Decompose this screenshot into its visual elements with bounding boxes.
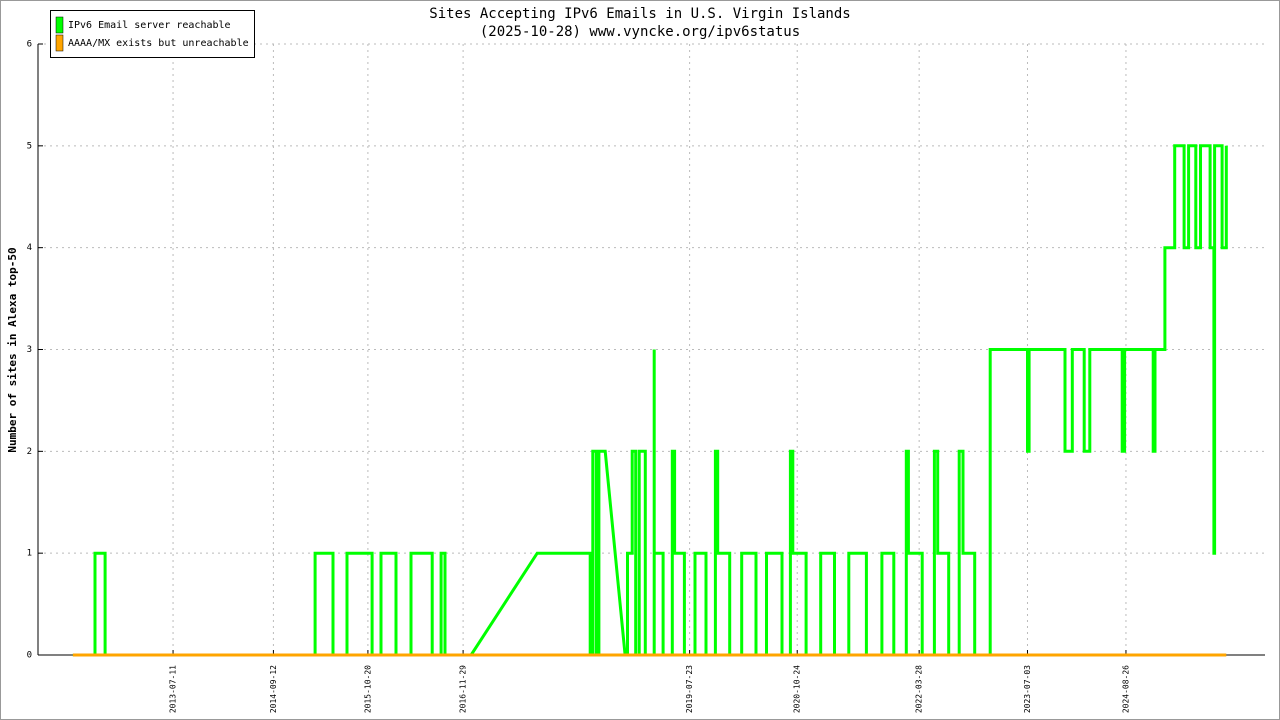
legend-box — [50, 10, 255, 58]
x-tick-label: 2024-08-26 — [1121, 665, 1130, 713]
y-axis-label: Number of sites in Alexa top-50 — [6, 247, 19, 452]
x-tick-label: 2015-10-20 — [363, 665, 372, 713]
legend-label: AAAA/MX exists but unreachable — [68, 38, 249, 49]
legend-swatch — [55, 34, 64, 52]
chart-subtitle: (2025-10-28) www.vyncke.org/ipv6status — [480, 24, 800, 40]
series-line — [72, 144, 1228, 657]
x-tick-label: 2013-07-11 — [169, 665, 178, 713]
y-tick-label: 2 — [27, 447, 32, 457]
legend-swatch — [55, 16, 64, 34]
x-tick-label: 2020-10-24 — [793, 665, 802, 713]
legend-label: IPv6 Email server reachable — [68, 20, 231, 31]
y-tick-label: 4 — [27, 243, 32, 253]
x-tick-label: 2016-11-29 — [459, 665, 468, 713]
x-tick-label: 2023-07-03 — [1023, 665, 1032, 713]
x-tick-label: 2022-03-28 — [915, 665, 924, 713]
chart-title: Sites Accepting IPv6 Emails in U.S. Virg… — [429, 6, 850, 22]
x-tick-label: 2019-07-23 — [685, 665, 694, 713]
y-tick-label: 5 — [27, 141, 32, 151]
x-tick-label: 2014-09-12 — [269, 665, 278, 713]
y-tick-label: 3 — [27, 345, 32, 355]
y-tick-label: 6 — [27, 40, 32, 50]
y-tick-label: 1 — [27, 549, 32, 559]
y-tick-label: 0 — [27, 651, 32, 661]
